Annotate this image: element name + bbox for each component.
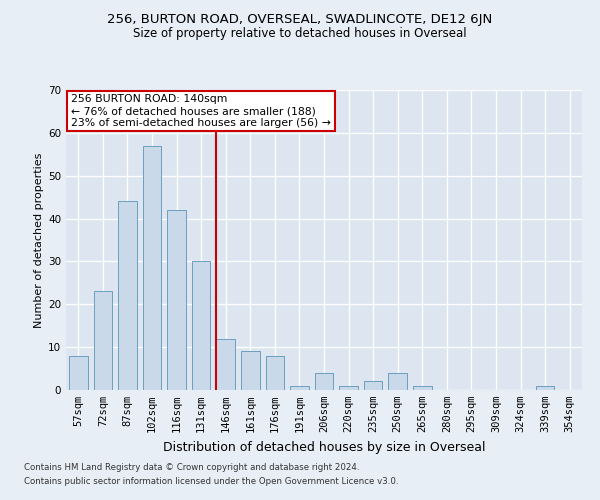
Text: 256, BURTON ROAD, OVERSEAL, SWADLINCOTE, DE12 6JN: 256, BURTON ROAD, OVERSEAL, SWADLINCOTE,… (107, 12, 493, 26)
Bar (536, 386, 554, 390)
Bar (340, 386, 358, 390)
Bar (94, 292, 112, 390)
Text: Size of property relative to detached houses in Overseal: Size of property relative to detached ho… (133, 28, 467, 40)
Bar (69, 356, 88, 390)
Y-axis label: Number of detached properties: Number of detached properties (34, 152, 44, 328)
Bar (364, 382, 382, 390)
X-axis label: Distribution of detached houses by size in Overseal: Distribution of detached houses by size … (163, 440, 485, 454)
Bar (118, 202, 137, 390)
Text: Contains public sector information licensed under the Open Government Licence v3: Contains public sector information licen… (24, 477, 398, 486)
Bar (241, 352, 260, 390)
Bar (413, 386, 431, 390)
Bar (217, 338, 235, 390)
Bar (290, 386, 308, 390)
Text: Contains HM Land Registry data © Crown copyright and database right 2024.: Contains HM Land Registry data © Crown c… (24, 464, 359, 472)
Bar (389, 373, 407, 390)
Bar (315, 373, 333, 390)
Bar (192, 262, 211, 390)
Text: 256 BURTON ROAD: 140sqm
← 76% of detached houses are smaller (188)
23% of semi-d: 256 BURTON ROAD: 140sqm ← 76% of detache… (71, 94, 331, 128)
Bar (143, 146, 161, 390)
Bar (266, 356, 284, 390)
Bar (167, 210, 186, 390)
